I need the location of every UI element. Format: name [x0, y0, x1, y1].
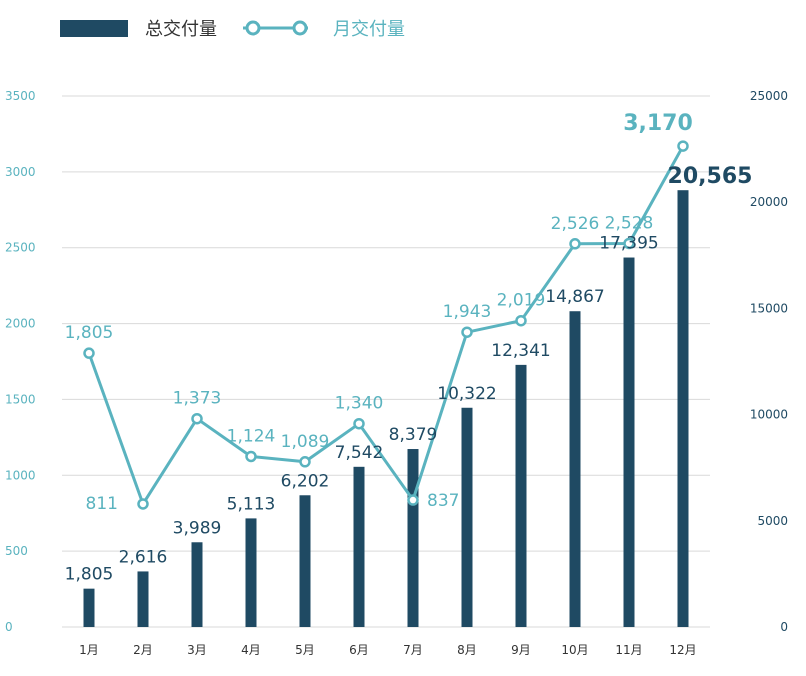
line-series-monthly: [87, 145, 685, 506]
line-data-label: 837: [427, 491, 459, 511]
line-point: [353, 417, 365, 430]
bar: [407, 449, 419, 627]
x-axis-tick-label: 11月: [615, 643, 642, 657]
bar: [677, 190, 689, 627]
line-data-label: 2,019: [497, 291, 546, 311]
bar-data-label: 20,565: [668, 164, 753, 189]
left-axis-tick-label: 1500: [5, 392, 36, 406]
bar-data-label: 7,542: [335, 443, 384, 463]
bar-data-label: 10,322: [437, 384, 496, 404]
right-axis-tick-label: 10000: [750, 408, 788, 422]
line-point: [623, 237, 635, 250]
bar-data-label: 12,341: [491, 341, 550, 361]
line-data-label: 1,943: [443, 302, 492, 322]
x-axis-tick-label: 10月: [561, 643, 588, 657]
bar: [569, 311, 581, 627]
x-axis-tick-label: 1月: [79, 643, 99, 657]
bar: [83, 588, 95, 627]
line-point: [677, 140, 689, 152]
right-axis-tick-label: 0: [780, 620, 788, 634]
line-data-label: 1,124: [227, 426, 276, 446]
bar: [623, 257, 635, 627]
bar: [137, 571, 149, 627]
right-axis-tick-label: 20000: [750, 195, 788, 209]
line-point: [245, 450, 257, 463]
line-point: [191, 412, 203, 425]
line-data-label: 1,340: [335, 394, 384, 414]
legend-line-marker-left: [245, 20, 261, 36]
x-axis-tick-label: 12月: [669, 643, 696, 657]
line-point: [299, 456, 311, 468]
legend-bar-swatch: [60, 20, 128, 37]
left-axis-tick-label: 500: [5, 544, 28, 558]
x-axis-tick-label: 9月: [511, 643, 531, 657]
line-point: [569, 238, 581, 250]
x-axis-tick-label: 6月: [349, 643, 369, 657]
right-axis-tick-label: 15000: [750, 301, 788, 315]
bar: [191, 542, 203, 627]
line-data-label: 3,170: [623, 111, 693, 136]
x-axis-tick-label: 8月: [457, 643, 477, 657]
line-data-label: 1,805: [65, 323, 114, 343]
bar: [245, 518, 257, 627]
bar-data-label: 14,867: [545, 287, 604, 307]
bar: [515, 364, 527, 627]
bar: [353, 466, 365, 627]
x-axis-tick-label: 2月: [133, 643, 153, 657]
x-axis-tick-label: 7月: [403, 643, 423, 657]
legend-line-marker-right: [292, 20, 308, 36]
bar-data-label: 17,395: [599, 234, 658, 254]
left-axis-tick-label: 1000: [5, 468, 36, 482]
left-axis-tick-label: 3000: [5, 165, 36, 179]
x-axis-tick-label: 3月: [187, 643, 207, 657]
bar-data-label: 8,379: [389, 425, 438, 445]
line-data-label: 2,528: [605, 213, 654, 233]
left-axis-tick-label: 2500: [5, 241, 36, 255]
left-axis-tick-label: 0: [5, 620, 13, 634]
x-axis-tick-label: 4月: [241, 643, 261, 657]
line-point: [137, 498, 149, 510]
line-point: [407, 494, 419, 506]
line-point: [515, 314, 527, 327]
line-point: [461, 326, 473, 338]
right-axis-tick-label: 25000: [750, 89, 788, 103]
right-axis-tick-label: 5000: [757, 514, 788, 528]
legend-label-total: 总交付量: [145, 19, 217, 40]
bar: [461, 407, 473, 627]
x-axis-tick-label: 5月: [295, 643, 315, 657]
left-axis-tick-label: 2000: [5, 317, 36, 331]
bar-data-label: 1,805: [65, 565, 114, 585]
bar-data-label: 6,202: [281, 471, 330, 491]
left-axis-tick-label: 3500: [5, 89, 36, 103]
legend-label-monthly: 月交付量: [333, 19, 405, 40]
bar-data-label: 3,989: [173, 518, 222, 538]
line-point: [83, 347, 95, 359]
line-data-label: 1,089: [281, 432, 330, 452]
line-data-label: 1,373: [173, 389, 222, 409]
bar-data-label: 2,616: [119, 547, 168, 567]
bar-data-label: 5,113: [227, 494, 276, 514]
line-data-label: 811: [86, 494, 118, 514]
bar: [299, 495, 311, 627]
line-data-label: 2,526: [551, 214, 600, 234]
